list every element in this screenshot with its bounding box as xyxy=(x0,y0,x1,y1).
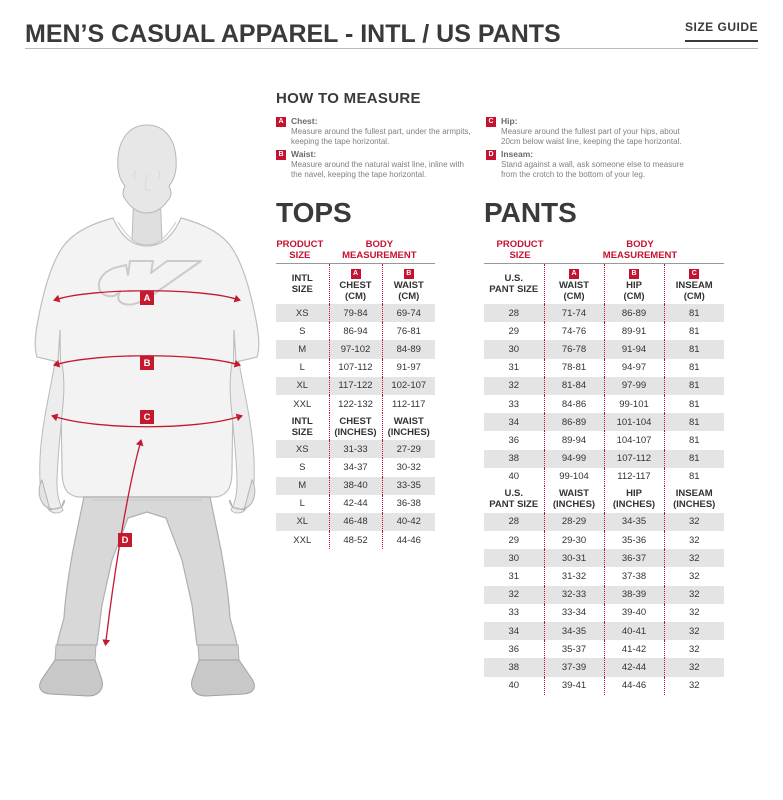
svg-text:D: D xyxy=(122,535,129,546)
svg-text:B: B xyxy=(144,358,151,369)
svg-text:C: C xyxy=(144,412,151,423)
svg-text:A: A xyxy=(144,293,151,304)
